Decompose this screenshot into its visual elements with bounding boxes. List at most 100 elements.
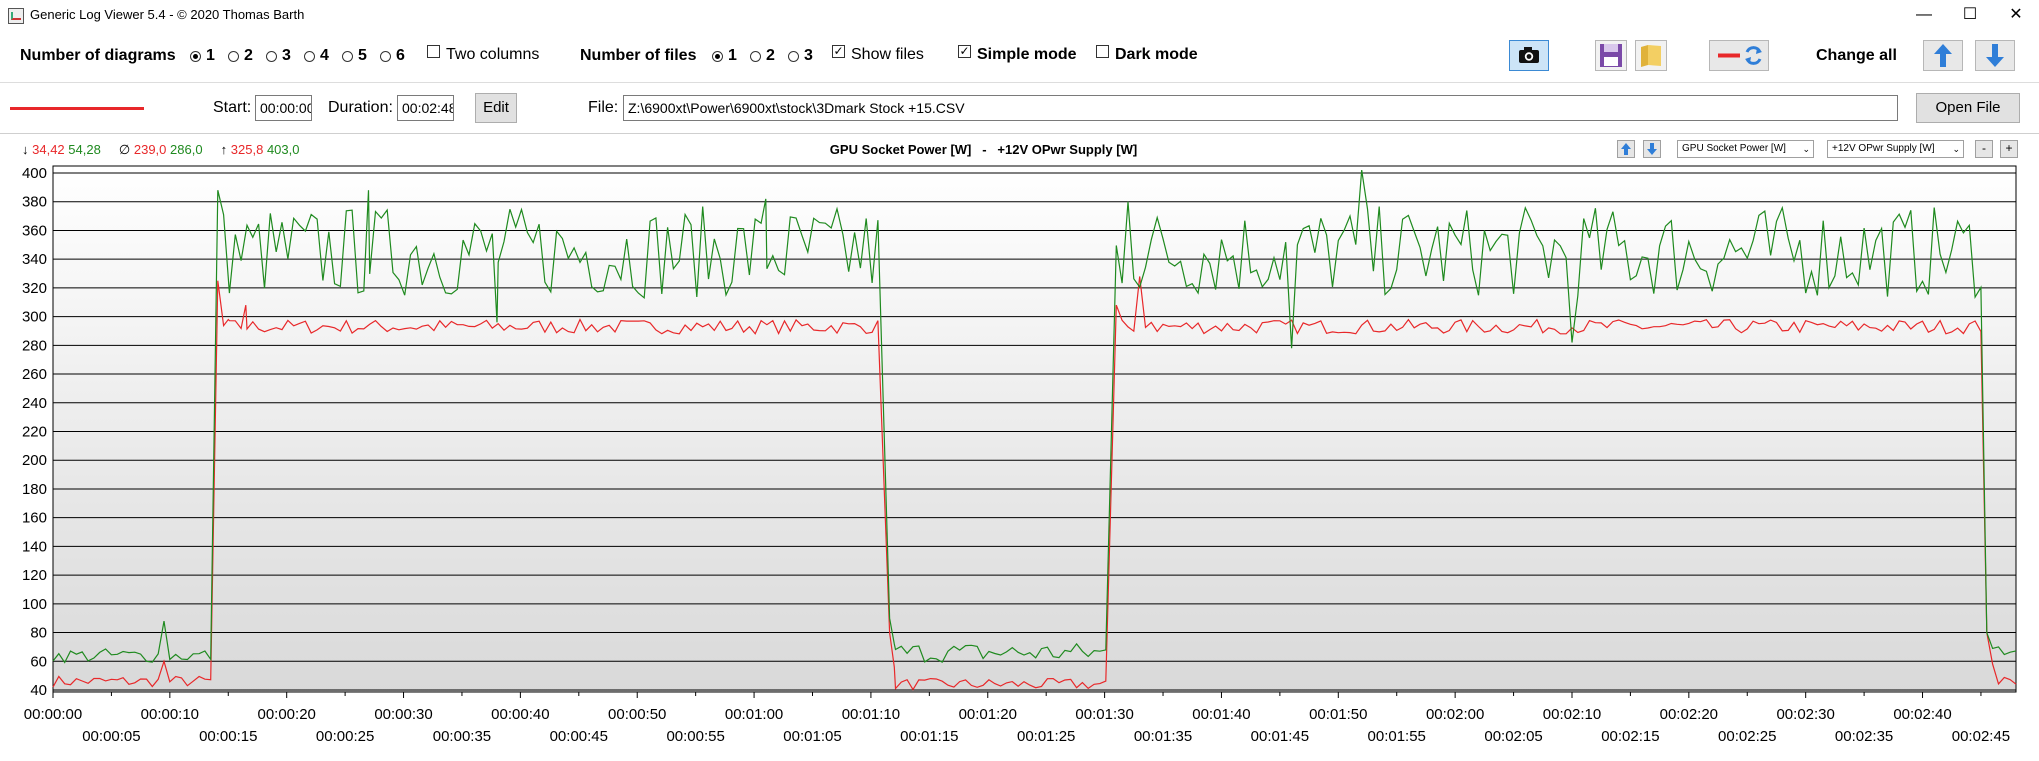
plot-area [52, 165, 2017, 693]
save-button[interactable] [1595, 40, 1627, 71]
min-green-value: 54,28 [68, 142, 101, 157]
x-tick-label: 00:01:05 [783, 728, 841, 745]
max-green-value: 403,0 [266, 142, 300, 157]
y-tick-label: 60 [30, 653, 47, 670]
x-tick-label: 00:00:00 [24, 706, 82, 723]
simple-mode-label: Simple mode [977, 46, 1077, 63]
avg-red-value: 239,0 [133, 142, 167, 157]
diagram-radio-4[interactable] [304, 51, 315, 62]
diagram-radio-5-label: 5 [358, 47, 367, 64]
file-radio-3-label: 3 [804, 47, 813, 64]
x-tick-label: 00:01:20 [959, 706, 1017, 723]
camera-icon [1519, 47, 1539, 63]
x-tick-label: 00:01:10 [842, 706, 900, 723]
show-files-checkbox[interactable]: ✓ [832, 44, 845, 58]
chevron-down-icon: ⌄ [1952, 144, 1960, 154]
two-columns-checkbox[interactable] [427, 45, 440, 58]
number-of-files-label: Number of files [580, 47, 697, 64]
chart-title-right: +12V OPwr Supply [W] [997, 142, 1138, 157]
close-button[interactable]: ✕ [2009, 6, 2023, 23]
x-tick-label: 00:02:00 [1426, 706, 1484, 723]
y-tick-label: 300 [22, 309, 47, 326]
screenshot-button[interactable] [1509, 40, 1549, 71]
series-select-left[interactable]: GPU Socket Power [W] ⌄ [1677, 140, 1814, 158]
title-bar: Generic Log Viewer 5.4 - © 2020 Thomas B… [0, 0, 2039, 30]
arrow-up-icon [1934, 44, 1952, 67]
x-tick-label: 00:00:35 [433, 728, 491, 745]
floppy-disk-icon [1600, 44, 1622, 67]
show-files-label: Show files [851, 46, 924, 63]
series-select-left-value: GPU Socket Power [W] [1682, 143, 1786, 154]
zoom-in-button[interactable]: + [2000, 140, 2018, 158]
y-tick-label: 400 [22, 165, 47, 182]
file-radio-2[interactable] [750, 51, 761, 62]
x-tick-label: 00:00:15 [199, 728, 257, 745]
chart-title: GPU Socket Power [W] - +12V OPwr Supply … [0, 142, 1967, 157]
simple-mode-checkbox[interactable]: ✓ [958, 44, 971, 58]
x-tick-label: 00:02:25 [1718, 728, 1776, 745]
series-up-button[interactable] [1617, 140, 1635, 158]
file-bar: Start: 00:00:00 Duration: 00:02:48 Edit … [0, 83, 2039, 134]
move-up-all-button[interactable] [1923, 40, 1963, 71]
edit-button[interactable]: Edit [475, 93, 517, 123]
min-symbol: ↓ [22, 142, 29, 157]
x-tick-label: 00:02:10 [1543, 706, 1601, 723]
dark-mode-checkbox[interactable] [1096, 45, 1109, 58]
x-tick-label: 00:02:35 [1835, 728, 1893, 745]
y-tick-label: 280 [22, 337, 47, 354]
max-symbol: ↑ [220, 142, 228, 157]
series-select-right[interactable]: +12V OPwr Supply [W] ⌄ [1827, 140, 1964, 158]
number-of-diagrams-label: Number of diagrams [20, 47, 176, 64]
move-down-all-button[interactable] [1975, 40, 2015, 71]
x-tick-label: 00:01:30 [1075, 706, 1133, 723]
x-tick-label: 00:01:45 [1251, 728, 1309, 745]
file-path-field[interactable]: Z:\6900xt\Power\6900xt\stock\3Dmark Stoc… [623, 95, 1898, 121]
file-line-color-swatch[interactable] [10, 107, 144, 110]
y-tick-label: 240 [22, 395, 47, 412]
minimize-button[interactable]: — [1916, 6, 1932, 23]
y-tick-label: 320 [22, 280, 47, 297]
diagram-radio-6[interactable] [380, 51, 391, 62]
diagram-radio-2-label: 2 [244, 47, 253, 64]
x-tick-label: 00:02:45 [1952, 728, 2010, 745]
swap-colors-button[interactable] [1709, 40, 1769, 71]
duration-field[interactable]: 00:02:48 [397, 95, 454, 121]
y-tick-label: 260 [22, 366, 47, 383]
diagram-radio-5[interactable] [342, 51, 353, 62]
start-time-field[interactable]: 00:00:00 [255, 95, 312, 121]
x-tick-label: 00:02:15 [1601, 728, 1659, 745]
diagram-radio-3[interactable] [266, 51, 277, 62]
y-tick-label: 340 [22, 251, 47, 268]
maximize-button[interactable]: ☐ [1962, 6, 1978, 23]
y-tick-label: 360 [22, 222, 47, 239]
diagram-radio-1[interactable] [190, 51, 201, 62]
change-all-label: Change all [1816, 47, 1897, 64]
series-down-button[interactable] [1643, 140, 1661, 158]
diagram-radio-4-label: 4 [320, 47, 329, 64]
avg-symbol: ∅ [118, 142, 131, 157]
open-file-button[interactable]: Open File [1916, 93, 2020, 123]
x-tick-label: 00:00:30 [374, 706, 432, 723]
arrow-down-icon [1986, 44, 2004, 67]
file-radio-2-label: 2 [766, 47, 775, 64]
x-tick-label: 00:00:05 [82, 728, 140, 745]
max-red-value: 325,8 [230, 142, 264, 157]
file-radio-1[interactable] [712, 51, 723, 62]
x-tick-label: 00:00:55 [666, 728, 724, 745]
y-tick-label: 220 [22, 424, 47, 441]
small-arrow-down-icon [1647, 143, 1657, 155]
min-red-value: 34,42 [32, 142, 65, 157]
file-radio-3[interactable] [788, 51, 799, 62]
color-swap-icon [1718, 46, 1762, 65]
zoom-out-button[interactable]: - [1975, 140, 1993, 158]
diagram-radio-2[interactable] [228, 51, 239, 62]
start-label: Start: [213, 99, 252, 116]
small-arrow-up-icon [1621, 143, 1631, 155]
diagram-radio-6-label: 6 [396, 47, 405, 64]
y-tick-label: 120 [22, 567, 47, 584]
open-folder-button[interactable] [1635, 40, 1667, 71]
y-tick-label: 40 [30, 682, 47, 699]
diagram-radio-1-label: 1 [206, 47, 215, 64]
avg-green-value: 286,0 [170, 142, 203, 157]
chart-title-left: GPU Socket Power [W] [829, 142, 972, 157]
